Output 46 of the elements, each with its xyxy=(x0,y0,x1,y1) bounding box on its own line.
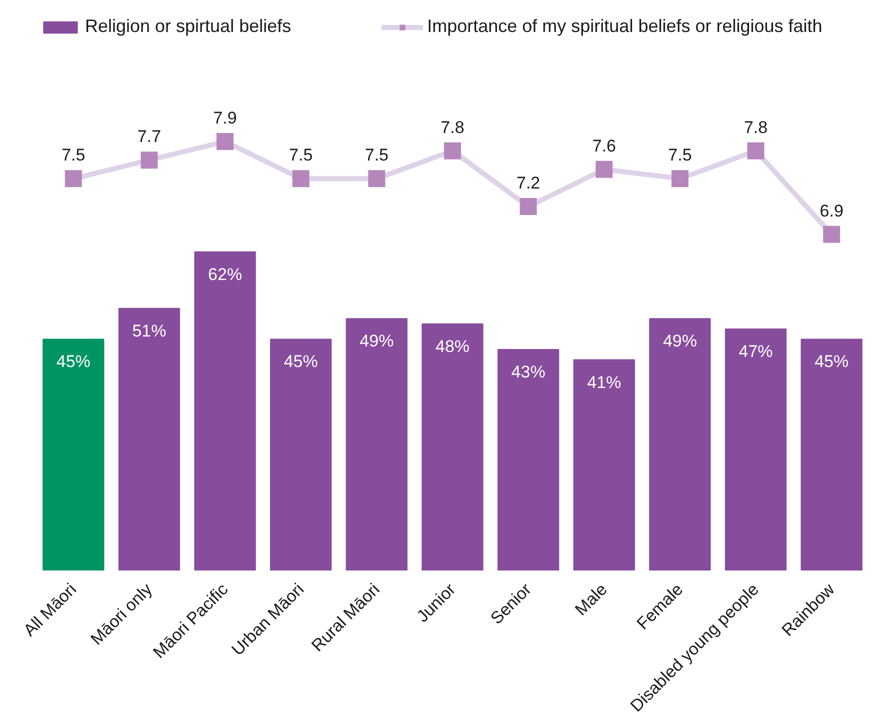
data-label: 6.9 xyxy=(820,201,844,220)
data-label: 45% xyxy=(814,352,849,372)
data-label: 7.5 xyxy=(289,146,313,165)
data-label: 47% xyxy=(738,342,773,361)
data-label: 62% xyxy=(208,264,242,284)
point xyxy=(520,198,537,216)
bar xyxy=(270,338,332,570)
data-label: 7.5 xyxy=(668,146,692,165)
bar xyxy=(194,251,256,570)
point xyxy=(64,170,82,188)
point xyxy=(823,226,840,243)
data-label: 7.8 xyxy=(440,118,464,137)
data-label: 7.5 xyxy=(364,146,389,165)
bar xyxy=(118,308,180,570)
data-label: 45% xyxy=(56,352,90,372)
point xyxy=(671,170,688,188)
data-label: 43% xyxy=(511,362,546,382)
data-label: 7.2 xyxy=(516,174,540,193)
bar xyxy=(724,328,787,570)
point xyxy=(747,142,764,160)
point xyxy=(292,170,310,188)
data-label: 7.7 xyxy=(137,127,162,146)
bar xyxy=(497,349,560,570)
legend-label: Religion or spirtual beliefs xyxy=(85,16,292,37)
data-label: 51% xyxy=(132,321,166,340)
bar xyxy=(42,338,104,570)
bar xyxy=(422,323,484,570)
point xyxy=(596,160,613,178)
data-label: 45% xyxy=(284,352,318,372)
data-label: 7.5 xyxy=(62,146,86,165)
data-label: 7.9 xyxy=(213,108,237,128)
bar xyxy=(800,338,862,570)
data-label: 7.8 xyxy=(744,118,768,137)
point xyxy=(216,133,234,150)
bar xyxy=(573,359,635,570)
point xyxy=(444,142,461,160)
point xyxy=(140,152,158,169)
data-label: 48% xyxy=(435,336,470,356)
bar xyxy=(649,318,711,570)
data-label: 49% xyxy=(360,332,394,351)
point xyxy=(368,170,386,188)
bar xyxy=(346,318,408,570)
data-label: 7.6 xyxy=(592,136,616,156)
data-label: 41% xyxy=(587,372,622,392)
legend-label: Importance of my spiritual beliefs or religious faith xyxy=(427,16,822,37)
data-label: 49% xyxy=(662,332,697,351)
